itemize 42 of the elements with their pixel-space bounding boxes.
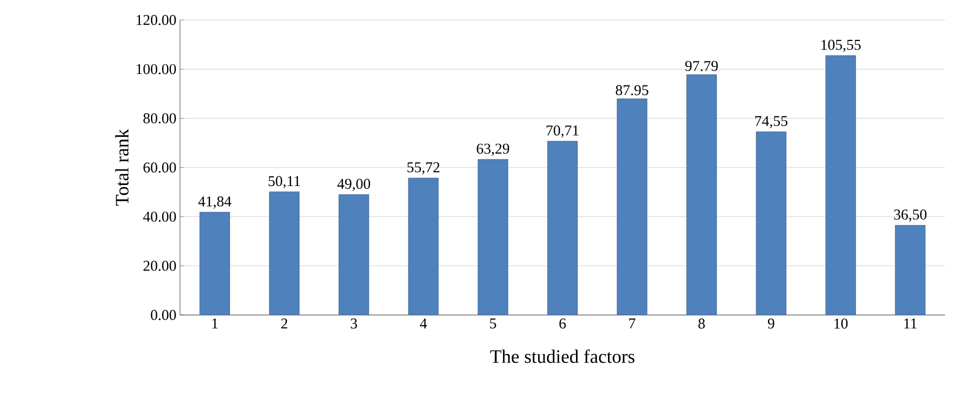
x-tick-label: 7 [629,318,636,328]
bar [478,159,508,315]
x-tick-label: 5 [490,318,496,328]
x-tick-label: 9 [768,318,774,329]
x-tick-label: 4 [420,318,427,328]
bar [825,55,856,315]
y-tick-label: 60.00 [144,162,176,173]
bar [686,74,717,315]
x-tick-label: 10 [834,318,848,329]
bar [895,225,926,315]
data-label: 97.79 [685,60,718,72]
y-axis-title: Total rank [115,128,129,206]
bar [547,140,578,315]
bar [408,178,439,315]
bar [756,132,786,315]
x-tick-label: 3 [350,318,358,329]
x-tick-label: 11 [904,318,917,328]
data-label: 49,00 [337,178,370,192]
data-label: 55,72 [407,162,440,174]
y-tick-label: 80.00 [143,113,176,124]
bar [616,98,648,315]
x-tick-label: 8 [698,318,705,329]
y-tick-label: 100.00 [136,64,176,74]
data-label: 50,11 [268,176,300,188]
data-label: 70,71 [546,125,578,138]
bar [269,192,300,315]
y-tick-label: 20.00 [144,260,176,271]
x-axis-title: The studied factors [490,349,634,363]
y-tick-label: 0.00 [150,310,176,320]
data-label: 74,55 [755,116,788,128]
data-label: 63,29 [476,144,510,156]
data-label: 36,50 [894,210,926,222]
y-tick-label: 120.00 [136,14,176,26]
x-tick-label: 2 [281,318,288,328]
bar [200,212,230,315]
x-tick-label: 1 [212,318,218,328]
bar [338,194,370,315]
y-tick-label: 40.00 [143,212,176,222]
x-tick-label: 6 [559,318,566,329]
data-label: 41,84 [198,196,232,209]
data-label: 105,55 [821,40,861,52]
data-label: 87.95 [616,85,648,96]
